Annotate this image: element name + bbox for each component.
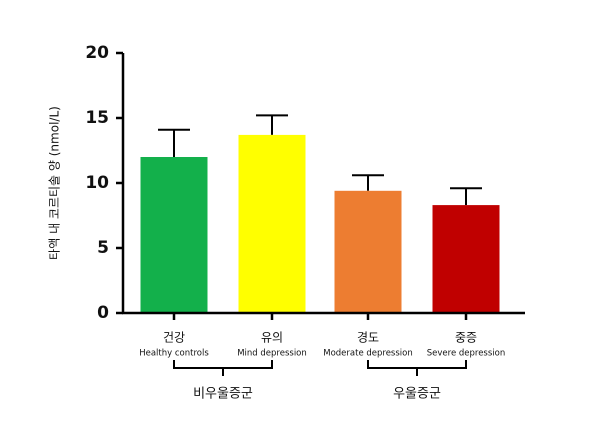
group-bracket bbox=[367, 360, 467, 376]
x-tick-label: 중증 bbox=[455, 331, 477, 345]
y-tick-label: 5 bbox=[97, 238, 109, 258]
x-tick-sublabel: Moderate depression bbox=[323, 349, 413, 359]
x-tick-sublabel: Mind depression bbox=[237, 349, 307, 359]
x-tick-sublabel: Severe depression bbox=[427, 349, 506, 359]
group-label: 우울증군 bbox=[393, 387, 441, 402]
bar bbox=[238, 134, 306, 313]
group-label: 비우울증군 bbox=[193, 387, 253, 402]
group-bracket bbox=[173, 360, 273, 376]
x-tick-label: 건강 bbox=[163, 331, 185, 345]
bar bbox=[334, 190, 402, 313]
x-tick-label: 경도 bbox=[357, 331, 379, 345]
y-tick-label: 20 bbox=[85, 43, 109, 63]
y-axis-label: 타액 내 코르티솔 양 (nmol/L) bbox=[48, 106, 62, 260]
y-tick-label: 10 bbox=[85, 173, 109, 193]
x-tick-sublabel: Healthy controls bbox=[139, 349, 209, 359]
y-tick-label: 15 bbox=[85, 108, 109, 128]
bar bbox=[140, 157, 208, 313]
y-tick-label: 0 bbox=[97, 303, 109, 323]
x-tick-label: 유의 bbox=[261, 331, 283, 345]
bar bbox=[432, 205, 500, 313]
